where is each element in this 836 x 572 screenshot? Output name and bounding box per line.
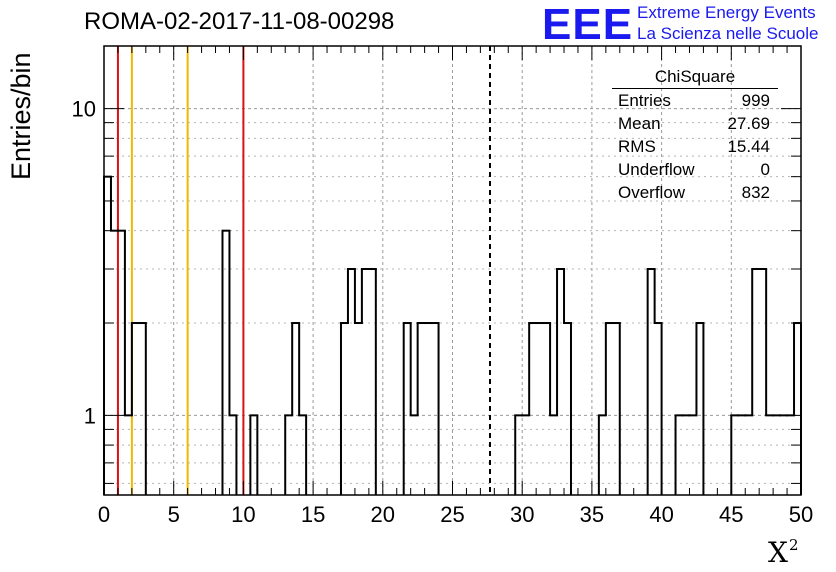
y-tick-label: 1 — [84, 403, 96, 428]
x-tick-label: 0 — [98, 502, 110, 527]
logo-subtitle-1: Extreme Energy Events — [637, 3, 816, 22]
stats-value: 0 — [760, 160, 770, 179]
x-tick-label: 30 — [510, 502, 534, 527]
x-tick-label: 40 — [649, 502, 673, 527]
stats-row-underflow: Underflow 0 — [612, 158, 778, 181]
stats-label: Entries — [618, 91, 671, 110]
x-tick-label: 15 — [301, 502, 325, 527]
x-axis-label: X2 — [768, 536, 798, 569]
stats-value: 999 — [741, 91, 770, 110]
stats-row-mean: Mean 27.69 — [612, 112, 778, 135]
x-tick-label: 10 — [231, 502, 255, 527]
stats-label: Overflow — [618, 183, 686, 202]
run-title: ROMA-02-2017-11-08-00298 — [84, 8, 395, 35]
x-tick-label: 25 — [440, 502, 464, 527]
stats-label: RMS — [618, 137, 656, 156]
stats-label: Underflow — [618, 160, 695, 179]
eee-logo: EEE — [542, 0, 634, 49]
x-tick-label: 20 — [371, 502, 395, 527]
stats-row-entries: Entries 999 — [612, 89, 778, 112]
stats-row-overflow: Overflow 832 — [612, 181, 778, 204]
x-tick-label: 5 — [168, 502, 180, 527]
stats-label: Mean — [618, 114, 661, 133]
x-tick-label: 45 — [719, 502, 743, 527]
stats-value: 27.69 — [727, 114, 770, 133]
stats-box: ChiSquare Entries 999 Mean 27.69 RMS 15.… — [612, 66, 778, 204]
x-tick-label: 35 — [580, 502, 604, 527]
y-tick-label: 10 — [72, 97, 96, 122]
stats-value: 15.44 — [727, 137, 770, 156]
stats-box-title: ChiSquare — [612, 66, 778, 89]
stats-row-rms: RMS 15.44 — [612, 135, 778, 158]
y-axis-label: Entries/bin — [6, 52, 36, 180]
logo-subtitle-2: La Scienza nelle Scuole — [637, 24, 819, 43]
stats-value: 832 — [741, 183, 770, 202]
x-tick-label: 50 — [789, 502, 813, 527]
x-axis-label-base: X — [768, 536, 788, 569]
x-axis-label-superscript: 2 — [788, 536, 799, 554]
